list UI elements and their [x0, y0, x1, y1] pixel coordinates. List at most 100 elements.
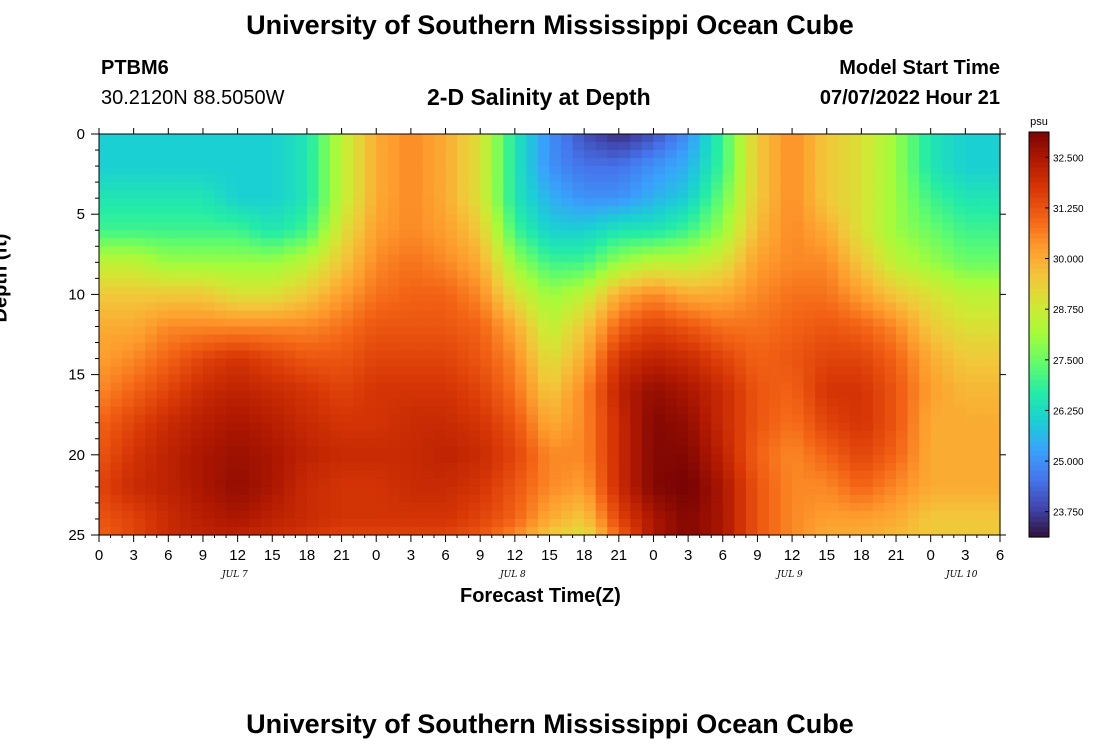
heatmap-cell	[179, 390, 193, 400]
heatmap-cell	[364, 310, 377, 320]
heatmap-cell	[491, 182, 504, 191]
heatmap-cell	[410, 486, 424, 496]
heatmap-cell	[665, 406, 678, 416]
heatmap-cell	[526, 446, 539, 456]
heatmap-cell	[503, 454, 516, 464]
heatmap-cell	[272, 222, 285, 231]
heatmap-cell	[711, 270, 724, 279]
heatmap-cell	[457, 430, 470, 440]
heatmap-cell	[295, 390, 308, 400]
heatmap-cell	[872, 222, 886, 231]
heatmap-cell	[433, 246, 447, 255]
heatmap-cell	[433, 374, 447, 384]
heatmap-cell	[815, 486, 828, 496]
heatmap-cell	[422, 214, 435, 223]
heatmap-cell	[468, 230, 481, 239]
heatmap-cell	[919, 230, 932, 239]
heatmap-cell	[537, 366, 551, 376]
heatmap-cell	[815, 134, 828, 143]
heatmap-cell	[907, 422, 920, 432]
heatmap-cell	[561, 222, 574, 231]
y-tick-label: 5	[77, 206, 85, 223]
heatmap-cell	[630, 238, 643, 247]
heatmap-cell	[514, 158, 527, 167]
heatmap-cell	[110, 294, 123, 304]
heatmap-cell	[815, 318, 828, 328]
heatmap-cell	[537, 398, 551, 408]
heatmap-cell	[272, 350, 285, 360]
heatmap-cell	[422, 294, 435, 304]
heatmap-cell	[110, 494, 123, 504]
heatmap-cell	[549, 230, 562, 239]
heatmap-cell	[295, 398, 308, 408]
heatmap-cell	[260, 310, 273, 320]
heatmap-cell	[202, 342, 216, 352]
heatmap-cell	[145, 278, 158, 287]
heatmap-cell	[595, 430, 608, 440]
heatmap-cell	[480, 454, 493, 464]
heatmap-cell	[988, 214, 1001, 223]
heatmap-cell	[306, 254, 320, 263]
heatmap-cell	[353, 470, 366, 480]
heatmap-cell	[572, 294, 585, 304]
heatmap-cell	[872, 518, 886, 528]
heatmap-cell	[145, 318, 158, 328]
heatmap-cell	[595, 438, 608, 448]
heatmap-cell	[792, 518, 805, 528]
heatmap-cell	[780, 262, 793, 271]
heatmap-cell	[872, 142, 886, 151]
heatmap-cell	[410, 366, 424, 376]
heatmap-cell	[306, 398, 320, 408]
heatmap-cell	[711, 238, 724, 247]
heatmap-cell	[376, 334, 389, 344]
heatmap-cell	[572, 198, 585, 207]
heatmap-cell	[364, 430, 377, 440]
heatmap-cell	[907, 358, 920, 368]
heatmap-cell	[110, 142, 123, 151]
heatmap-cell	[953, 190, 966, 199]
heatmap-cell	[237, 438, 250, 448]
heatmap-cell	[514, 302, 527, 312]
heatmap-cell	[145, 414, 158, 424]
heatmap-cell	[896, 158, 909, 167]
heatmap-cell	[295, 190, 308, 199]
heatmap-cell	[711, 422, 724, 432]
heatmap-cell	[249, 414, 262, 424]
heatmap-cell	[214, 278, 227, 287]
heatmap-cell	[607, 278, 620, 287]
heatmap-cell	[145, 214, 158, 223]
heatmap-cell	[988, 166, 1001, 175]
heatmap-cell	[595, 246, 608, 255]
heatmap-cell	[641, 494, 655, 504]
heatmap-cell	[861, 462, 874, 472]
heatmap-cell	[572, 286, 585, 295]
heatmap-cell	[584, 318, 597, 328]
heatmap-cell	[595, 198, 608, 207]
heatmap-cell	[364, 150, 377, 159]
heatmap-cell	[110, 350, 123, 360]
heatmap-cell	[849, 150, 862, 159]
heatmap-cell	[537, 310, 551, 320]
heatmap-cell	[792, 150, 805, 159]
heatmap-cell	[168, 134, 181, 143]
heatmap-cell	[99, 462, 112, 472]
heatmap-cell	[376, 350, 389, 360]
heatmap-cell	[110, 166, 123, 175]
heatmap-cell	[896, 446, 909, 456]
heatmap-cell	[179, 334, 193, 344]
heatmap-cell	[780, 206, 793, 215]
heatmap-cell	[803, 422, 816, 432]
heatmap-cell	[595, 134, 608, 143]
heatmap-cell	[330, 494, 343, 504]
heatmap-cell	[249, 278, 262, 287]
heatmap-cell	[480, 254, 493, 263]
heatmap-cell	[930, 166, 943, 175]
heatmap-cell	[549, 414, 562, 424]
heatmap-cell	[896, 238, 909, 247]
heatmap-cell	[745, 134, 759, 143]
heatmap-cell	[907, 510, 920, 520]
heatmap-cell	[364, 198, 377, 207]
heatmap-cell	[780, 478, 793, 488]
heatmap-cell	[953, 390, 966, 400]
heatmap-cell	[815, 462, 828, 472]
